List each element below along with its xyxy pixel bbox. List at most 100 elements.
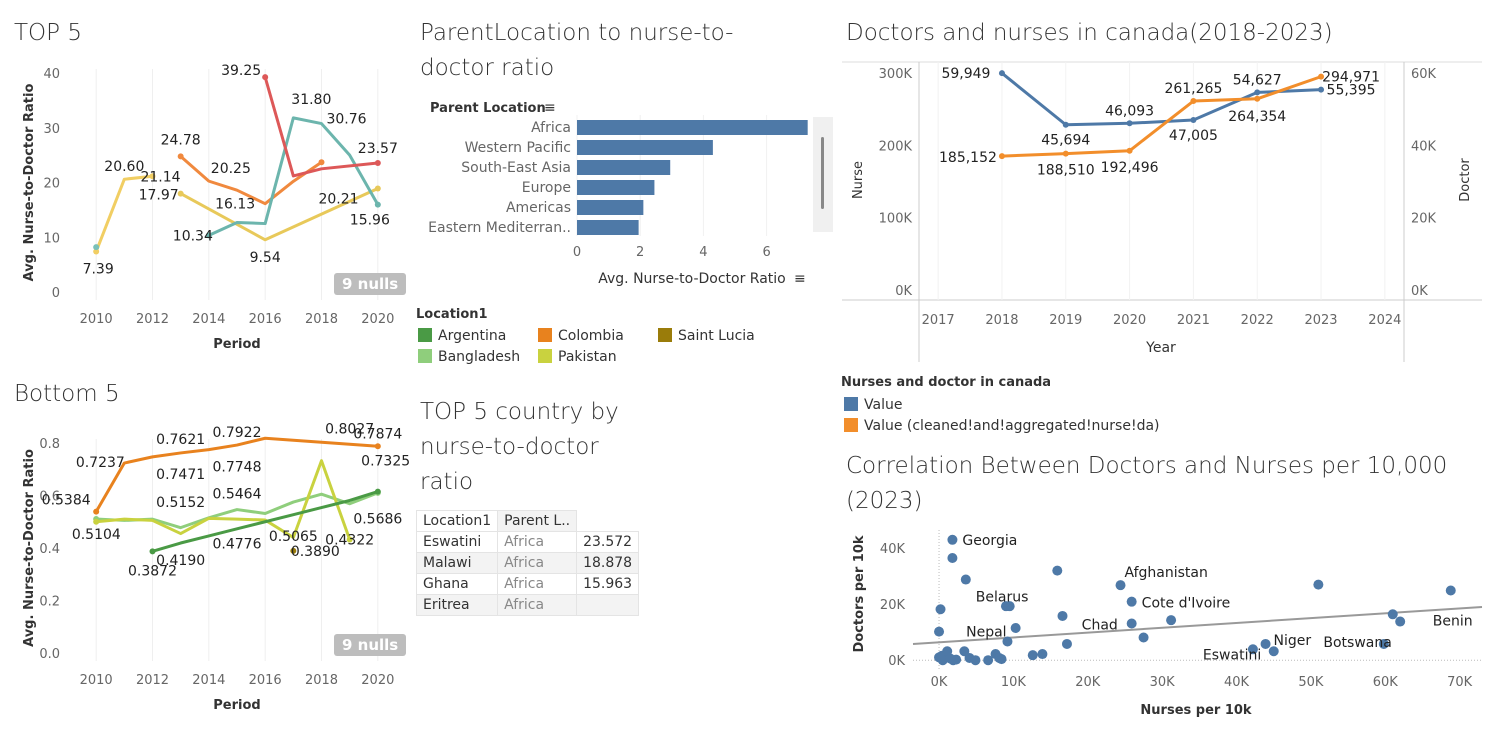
y-tick-label: 0 — [52, 286, 60, 301]
data-label: 0.3890 — [291, 544, 340, 560]
scatter-point — [1057, 610, 1068, 621]
scatter-point — [1010, 623, 1021, 633]
series-line — [263, 76, 378, 178]
x-tick-label: 6 — [762, 245, 770, 260]
table-cell-location: Eritrea — [415, 594, 499, 616]
y-left-axis-title: Nurse — [851, 161, 866, 199]
x-tick-label: 2018 — [985, 313, 1018, 328]
data-point — [998, 70, 1005, 77]
scatter-point — [1395, 616, 1406, 627]
legend-item-value[interactable]: Value — [844, 397, 902, 413]
series-line — [179, 155, 323, 206]
data-label: 294,971 — [1322, 70, 1380, 86]
table-cell-value: 18.878 — [576, 552, 640, 574]
x-tick-label: 2014 — [192, 312, 225, 327]
legend-item-bangladesh[interactable]: Bangladesh — [418, 349, 520, 365]
top5-table: Location1 Parent L.. Eswatini Africa 23.… — [415, 510, 640, 616]
scatter-point — [945, 653, 956, 664]
legend-item-pakistan[interactable]: Pakistan — [538, 349, 617, 365]
table-header-row: Location1 Parent L.. — [415, 510, 639, 532]
data-point — [177, 190, 184, 197]
data-label: 21.14 — [140, 169, 180, 185]
data-label: 47,005 — [1169, 128, 1218, 144]
x-tick-label: 2010 — [80, 673, 113, 688]
col-parent[interactable]: Parent L.. — [497, 510, 578, 532]
x-tick-label: 0 — [573, 245, 581, 260]
legend-item-colombia[interactable]: Colombia — [538, 328, 624, 344]
canada-legend-title: Nurses and doctor in canada — [841, 375, 1052, 390]
data-label: 17.97 — [139, 188, 179, 204]
y-left-tick-label: 100K — [879, 212, 913, 227]
col-location[interactable]: Location1 — [415, 510, 499, 532]
x-tick-label: 2018 — [305, 673, 338, 688]
data-point — [374, 201, 381, 208]
data-label: 0.7922 — [213, 425, 262, 441]
data-label: 23.57 — [358, 141, 398, 157]
x-tick-label: 30K — [1150, 675, 1176, 690]
nulls-badge-top5[interactable]: 9 nulls — [334, 273, 407, 295]
x-axis-title: Period — [213, 337, 260, 352]
data-label: 0.7325 — [361, 454, 410, 470]
data-label: 30.76 — [326, 112, 366, 128]
data-point — [1126, 147, 1133, 154]
bar — [577, 160, 671, 175]
x-tick-label: 2024 — [1368, 313, 1401, 328]
nulls-badge-bottom5[interactable]: 9 nulls — [334, 634, 407, 656]
parent-location-chart: Parent Location ≡ Africa Western Pacific So… — [428, 100, 808, 287]
data-point — [1062, 121, 1069, 128]
point-label: Belarus — [976, 590, 1029, 606]
parent-scrollbar-thumb[interactable] — [821, 137, 824, 209]
y-left-tick-label: 300K — [879, 67, 913, 82]
data-point — [1254, 89, 1261, 96]
legend-swatch — [538, 349, 552, 363]
series-line — [94, 174, 153, 253]
data-label: 0.4776 — [213, 537, 262, 553]
x-tick-label: 2012 — [136, 673, 169, 688]
data-label: 0.4190 — [156, 553, 205, 569]
parent-scrollbar[interactable] — [813, 117, 833, 232]
series-line — [94, 436, 378, 513]
x-tick-label: 2017 — [922, 313, 955, 328]
canada-legend: Nurses and doctor in canada Value Value … — [841, 375, 1261, 437]
scatter-point — [1061, 638, 1072, 649]
y-left-tick-label: 200K — [879, 139, 913, 154]
y-right-tick-label: 60K — [1411, 67, 1437, 82]
x-tick-label: 20K — [1075, 675, 1101, 690]
category-label: Eastern Mediterran.. — [428, 220, 571, 236]
scatter-point — [1268, 646, 1279, 657]
x-axis-title: Year — [1145, 340, 1176, 356]
data-point — [1062, 150, 1069, 157]
scatter-point — [1027, 650, 1038, 661]
bar — [577, 180, 655, 195]
y-axis-title: Parent Location — [430, 101, 546, 116]
x-tick-label: 2019 — [1049, 313, 1082, 328]
bottom5-chart: 0.0 0.2 0.4 0.6 0.8 2010 2012 2014 2016 2018 2020 P… — [22, 421, 410, 713]
data-label: 15.96 — [350, 213, 390, 229]
data-label: 0.4322 — [325, 533, 374, 549]
x-tick-label: 2012 — [136, 312, 169, 327]
point-label: Cote d'Ivoire — [1142, 596, 1231, 612]
data-label: 24.78 — [161, 132, 201, 148]
legend-item-argentina[interactable]: Argentina — [418, 328, 506, 344]
point-label: Eswatini — [1203, 647, 1261, 663]
y-right-axis-title: Doctor — [1458, 158, 1473, 202]
top5-table-title: TOP 5 country by nurse-to-doctor ratio — [420, 399, 619, 495]
data-point — [205, 232, 212, 239]
data-label: 39.25 — [221, 63, 261, 79]
scatter-point — [1313, 579, 1324, 590]
data-label: 54,627 — [1233, 72, 1282, 88]
data-label: 188,510 — [1037, 163, 1095, 179]
x-tick-label: 2020 — [361, 312, 394, 327]
table-row[interactable]: Eritrea Africa — [415, 594, 640, 616]
sort-icon: ≡ — [794, 271, 806, 287]
point-label: Niger — [1274, 633, 1312, 649]
y-tick-label: 0.2 — [39, 595, 60, 610]
data-point — [1254, 95, 1261, 102]
legend-item-value-cleaned[interactable]: Value (cleaned!and!aggregated!nurse!da) — [844, 418, 1160, 434]
scatter-point — [1052, 565, 1063, 576]
table-row[interactable]: Malawi Africa 18.878 — [415, 552, 640, 574]
series-line — [152, 490, 379, 553]
legend-item-saint-lucia[interactable]: Saint Lucia — [658, 328, 755, 344]
legend-swatch — [844, 397, 858, 411]
